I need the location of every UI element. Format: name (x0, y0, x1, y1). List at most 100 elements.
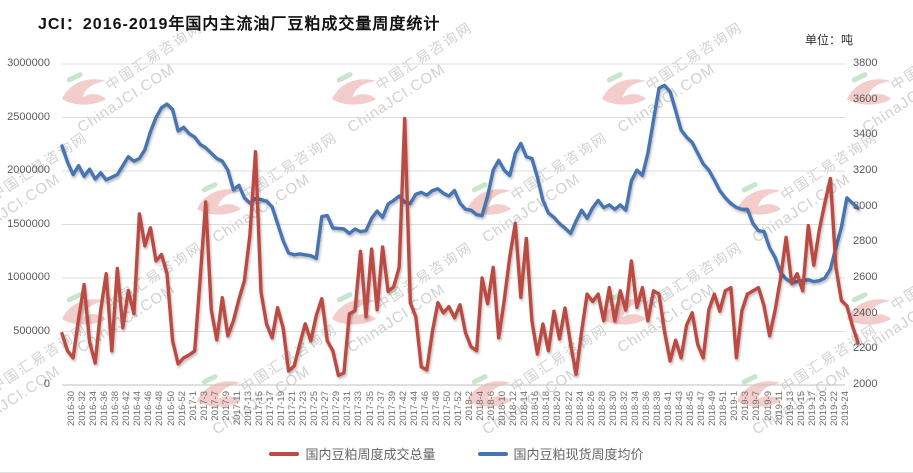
x-axis-tick: 2018-26 (585, 391, 597, 426)
x-axis-tick: 2019-11 (773, 391, 785, 426)
y-axis-tick-right: 2000 (853, 378, 878, 390)
x-axis-tick: 2018-24 (574, 391, 586, 426)
x-axis-tick: 2018-43 (674, 391, 686, 426)
x-axis-tick: 2019-15 (795, 391, 807, 426)
y-axis-tick-left: 0 (43, 378, 50, 390)
x-axis-tick: 2017-21 (287, 391, 299, 426)
x-axis-tick: 2019-1 (729, 391, 741, 421)
x-axis-tick: 2017-23 (298, 391, 310, 426)
unit-label: 单位：吨 (804, 33, 853, 47)
x-axis-tick: 2018-10 (497, 391, 509, 426)
legend-label-volume: 国内豆粕周度成交总量 (305, 447, 436, 462)
price-line-series (60, 83, 860, 285)
x-axis-tick: 2017-46 (419, 391, 431, 426)
price-line-swatch (477, 451, 508, 456)
x-axis-tick: 2018-41 (663, 391, 674, 426)
x-axis-tick: 2017-52 (452, 391, 464, 426)
x-axis-tick: 2018-16 (530, 391, 542, 426)
x-axis-tick: 2019-9 (762, 391, 774, 421)
y-axis-tick-left: 3000000 (7, 57, 50, 69)
y-axis-tick-left: 1000000 (7, 271, 50, 283)
x-axis-tick: 2016-30 (66, 391, 77, 426)
y-axis-tick-right: 3400 (853, 128, 878, 141)
y-axis-tick-right: 3600 (853, 92, 878, 105)
x-axis-tick: 2017-7 (209, 391, 221, 421)
x-axis-tick: 2017-39 (386, 391, 398, 426)
x-axis-tick: 2016-38 (110, 391, 122, 426)
x-axis-tick: 2018-12 (508, 391, 520, 426)
x-axis-tick: 2017-48 (430, 391, 442, 426)
x-axis-tick: 2018-36 (640, 391, 652, 426)
x-axis-tick: 2017-17 (265, 391, 276, 426)
x-axis-tick: 2017-19 (276, 391, 288, 426)
x-axis-tick: 2017-9 (220, 391, 232, 421)
y-axis-tick-left: 1500000 (7, 217, 50, 230)
y-axis-tick-left: 2000000 (7, 164, 50, 176)
x-axis-tick: 2017-27 (320, 391, 332, 426)
chart-title: JCI：2016-2019年国内主流油厂豆粕成交量周度统计 (38, 16, 441, 33)
volume-line-series (60, 116, 860, 378)
y-axis-tick-left: 2500000 (7, 110, 50, 123)
x-axis-tick: 2019-24 (839, 391, 851, 426)
x-axis-tick: 2017-25 (309, 391, 321, 426)
x-axis-tick: 2016-32 (77, 391, 89, 426)
x-axis-tick: 2019-22 (828, 391, 840, 426)
x-axis-tick: 2018-49 (707, 391, 719, 426)
x-axis-tick: 2018-38 (651, 391, 663, 426)
x-axis-tick: 2017-44 (408, 391, 420, 426)
x-axis-tick: 2019-20 (817, 391, 829, 426)
x-axis-tick: 2016-48 (154, 391, 166, 426)
x-axis-tick: 2018-28 (596, 391, 608, 426)
legend-item-price: 国内豆粕现货周度均价 (477, 444, 644, 463)
x-axis-tick: 2018-22 (563, 391, 575, 426)
x-axis-tick: 2018-20 (552, 391, 564, 426)
x-axis-tick: 2016-52 (176, 391, 188, 426)
x-axis-tick: 2019-17 (806, 391, 818, 426)
volume-line-swatch (269, 451, 300, 456)
x-axis-tick: 2019-13 (784, 391, 796, 426)
y-axis-tick-right: 3200 (853, 164, 878, 176)
x-axis-tick: 2018-2 (464, 391, 475, 421)
x-axis-tick: 2016-34 (88, 391, 100, 426)
x-axis-tick: 2017-33 (353, 391, 365, 426)
x-axis-tick: 2016-46 (143, 391, 155, 426)
x-axis-tick: 2018-14 (519, 391, 531, 426)
x-axis-tick: 2018-6 (486, 391, 498, 421)
y-axis-tick-right: 2400 (853, 306, 878, 319)
x-axis-tick: 2018-45 (685, 391, 697, 426)
y-axis-tick-left: 500000 (13, 324, 50, 337)
y-axis-tick-right: 2800 (853, 235, 878, 248)
x-axis-tick: 2017-35 (364, 391, 376, 426)
x-axis-tick: 2017-11 (231, 391, 243, 426)
x-axis-tick: 2018-4 (475, 391, 487, 421)
x-axis-tick: 2017-29 (331, 391, 343, 426)
x-axis-tick: 2019-3 (740, 391, 752, 421)
x-axis-tick: 2016-42 (121, 391, 133, 426)
x-axis-tick: 2017-1 (187, 391, 199, 421)
x-axis-tick: 2017-13 (242, 391, 254, 426)
x-axis-tick: 2018-34 (629, 391, 641, 426)
x-axis-tick: 2018-18 (541, 391, 553, 426)
x-axis-tick: 2018-30 (607, 391, 619, 426)
x-axis-tick: 2017-31 (342, 391, 354, 426)
legend: 国内豆粕周度成交总量 国内豆粕现货周度均价 (0, 444, 913, 463)
x-axis-tick: 2016-36 (99, 391, 111, 426)
x-axis-tick: 2016-44 (132, 391, 144, 426)
y-axis-tick-right: 2600 (853, 271, 878, 283)
x-axis-tick: 2017-50 (441, 391, 453, 426)
x-axis-tick: 2018-47 (696, 391, 708, 426)
x-axis-tick: 2019-7 (751, 391, 763, 421)
y-axis-tick-right: 2200 (853, 342, 878, 355)
x-axis-tick: 2016-50 (165, 391, 177, 426)
x-axis-tick: 2017-37 (375, 391, 387, 426)
legend-item-volume: 国内豆粕周度成交总量 (269, 444, 436, 463)
legend-label-price: 国内豆粕现货周度均价 (513, 447, 644, 462)
x-axis-tick: 2018-51 (718, 391, 730, 426)
x-axis-tick: 2018-32 (618, 391, 630, 426)
x-axis-tick: 2017-42 (397, 391, 409, 426)
x-axis-tick: 2017-3 (198, 391, 210, 421)
y-axis-tick-right: 3800 (853, 57, 878, 69)
y-axis-tick-right: 3000 (853, 199, 878, 212)
